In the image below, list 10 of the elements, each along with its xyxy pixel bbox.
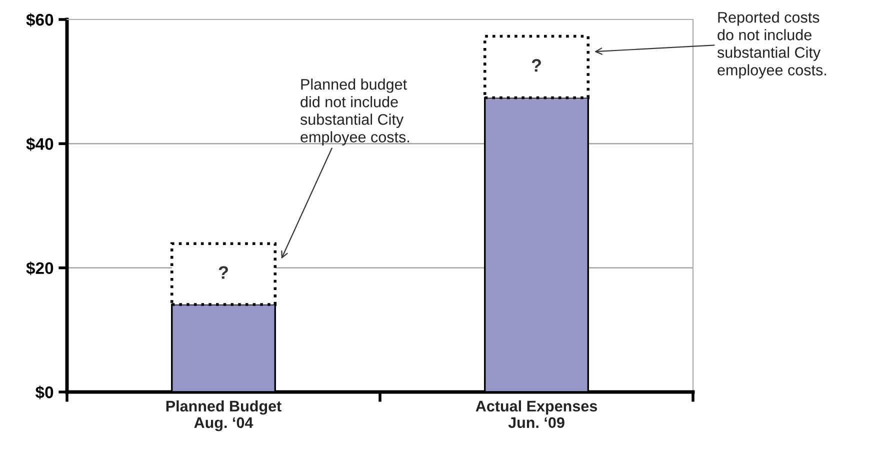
y-tick-label: $0 — [35, 386, 54, 400]
data-label: ? — [218, 266, 228, 279]
text: Reported costs do not include substantial City employee costs. — [717, 12, 826, 78]
y-tick-label: $20 — [26, 262, 54, 276]
y-tick-label: $40 — [26, 137, 54, 151]
data-label: ? — [532, 59, 541, 72]
annotation: Planned budget did not include substantial City employee costs. — [300, 78, 409, 146]
x-tick-label: Actual Expenses Jun. ‘09 — [476, 400, 598, 428]
y-tick-label: $60 — [26, 13, 54, 27]
x-tick-label: Planned Budget Aug. ‘04 — [166, 400, 282, 432]
